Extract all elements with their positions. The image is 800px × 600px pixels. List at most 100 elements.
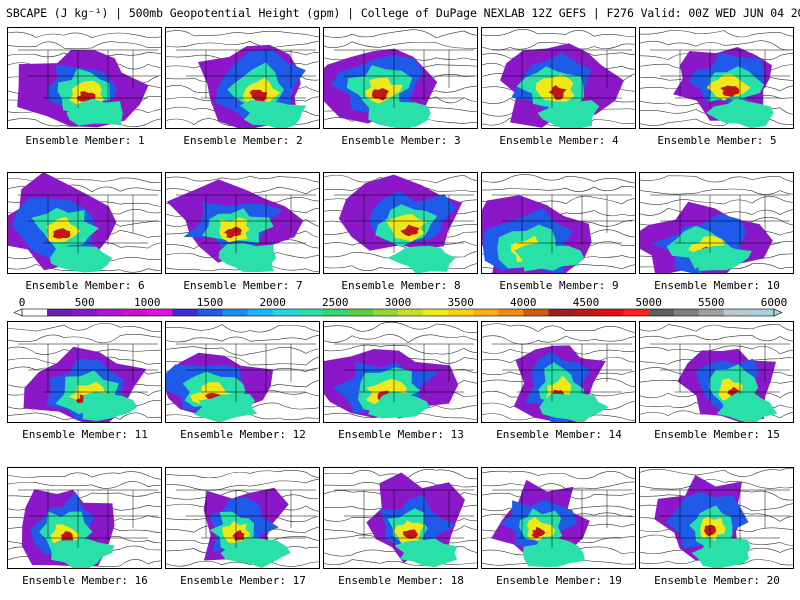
- ensemble-map-18: [323, 467, 478, 569]
- state-borders: [176, 194, 316, 253]
- colorbar-segment: [573, 309, 599, 316]
- header-title: SBCAPE (J kg⁻¹) | 500mb Geopotential Hei…: [6, 6, 800, 20]
- height-contour: [640, 196, 793, 205]
- state-borders: [176, 489, 316, 548]
- ensemble-map-8: [323, 172, 478, 274]
- cape-shading: [387, 245, 456, 273]
- cape-shading: [706, 98, 774, 128]
- cape-shading: [689, 245, 752, 271]
- colorbar-segment: [648, 309, 675, 316]
- colorbar-segment: [297, 309, 324, 316]
- height-contour: [8, 31, 161, 39]
- colorbar-segment: [147, 309, 173, 316]
- cape-shading: [716, 391, 778, 422]
- colorbar-segment: [272, 309, 299, 316]
- colorbar-segment: [197, 309, 223, 316]
- map-canvas: [166, 175, 319, 272]
- height-contour: [482, 323, 635, 333]
- height-contour: [640, 175, 793, 183]
- ensemble-map-16: [7, 467, 162, 569]
- colorbar-tick-label: 1000: [134, 296, 161, 309]
- cape-shading: [224, 226, 242, 239]
- height-contour: [640, 30, 793, 38]
- state-borders: [176, 343, 316, 402]
- height-contour: [324, 29, 477, 39]
- colorbar-tick-label: 1500: [197, 296, 224, 309]
- state-borders: [650, 343, 790, 402]
- colorbar-segment: [22, 309, 48, 316]
- state-borders: [492, 489, 632, 548]
- colorbar-tick-label: 3500: [447, 296, 474, 309]
- ensemble-member-label: Ensemble Member: 5: [657, 134, 777, 147]
- colorbar-tick-label: 5000: [635, 296, 662, 309]
- height-contour: [166, 40, 319, 48]
- map-canvas: [166, 469, 319, 568]
- colorbar-segment: [423, 309, 449, 316]
- cape-shading: [372, 88, 389, 101]
- height-contour: [640, 40, 793, 51]
- height-contour: [482, 186, 635, 192]
- state-borders: [18, 489, 158, 548]
- map-canvas: [482, 29, 635, 128]
- height-contour: [482, 335, 635, 345]
- ensemble-member-label: Ensemble Member: 16: [22, 574, 148, 587]
- map-canvas: [640, 30, 793, 128]
- ensemble-map-6: [7, 172, 162, 274]
- map-canvas: [166, 324, 319, 422]
- ensemble-member-label: Ensemble Member: 12: [180, 428, 306, 441]
- colorbar-segment: [372, 309, 399, 316]
- cape-shading: [218, 242, 277, 272]
- map-canvas: [482, 323, 635, 422]
- cape-shading: [539, 393, 609, 422]
- height-contour: [166, 469, 319, 479]
- cape-shading: [193, 393, 258, 422]
- height-contour: [166, 30, 319, 38]
- map-canvas: [640, 175, 793, 273]
- cape-shading: [49, 539, 115, 568]
- height-contour: [482, 481, 635, 490]
- height-contour: [324, 263, 477, 271]
- height-contour: [8, 333, 161, 344]
- state-borders: [650, 489, 790, 548]
- colorbar-segment: [398, 309, 424, 316]
- ensemble-map-17: [165, 467, 320, 569]
- cape-shading: [531, 526, 546, 539]
- height-contour: [324, 344, 477, 355]
- height-contour: [324, 322, 477, 333]
- colorbar-max-arrow: [773, 308, 783, 317]
- ensemble-map-10: [639, 172, 794, 274]
- cape-shading: [400, 224, 420, 237]
- colorbar-tick-label: 4500: [573, 296, 600, 309]
- ensemble-map-14: [481, 321, 636, 423]
- ensemble-map-4: [481, 27, 636, 129]
- state-borders: [176, 49, 316, 108]
- cape-shading: [548, 85, 567, 100]
- cape-shading: [403, 529, 419, 539]
- cape-shading: [68, 391, 138, 421]
- state-borders: [334, 489, 474, 548]
- state-borders: [492, 49, 632, 108]
- state-borders: [334, 194, 474, 253]
- height-contour: [640, 345, 793, 355]
- ensemble-map-3: [323, 27, 478, 129]
- cape-shading: [66, 98, 123, 126]
- colorbar-min-arrow: [13, 308, 23, 317]
- cape-shading: [249, 89, 268, 104]
- cape-shading: [537, 100, 600, 128]
- colorbar-tick-label: 3000: [385, 296, 412, 309]
- height-contour: [640, 324, 793, 332]
- map-canvas: [482, 470, 635, 567]
- ensemble-member-label: Ensemble Member: 18: [338, 574, 464, 587]
- ensemble-member-label: Ensemble Member: 8: [341, 279, 461, 292]
- height-contour: [640, 334, 793, 342]
- colorbar-tick-label: 4000: [510, 296, 537, 309]
- height-contour: [166, 324, 319, 333]
- cape-shading: [385, 213, 427, 242]
- colorbar-tick-label: 2000: [259, 296, 286, 309]
- colorbar-segment: [748, 309, 775, 316]
- height-contour: [324, 41, 477, 50]
- map-canvas: [8, 322, 161, 422]
- height-contour: [8, 41, 161, 49]
- height-contour: [640, 479, 793, 490]
- map-canvas: [324, 322, 477, 420]
